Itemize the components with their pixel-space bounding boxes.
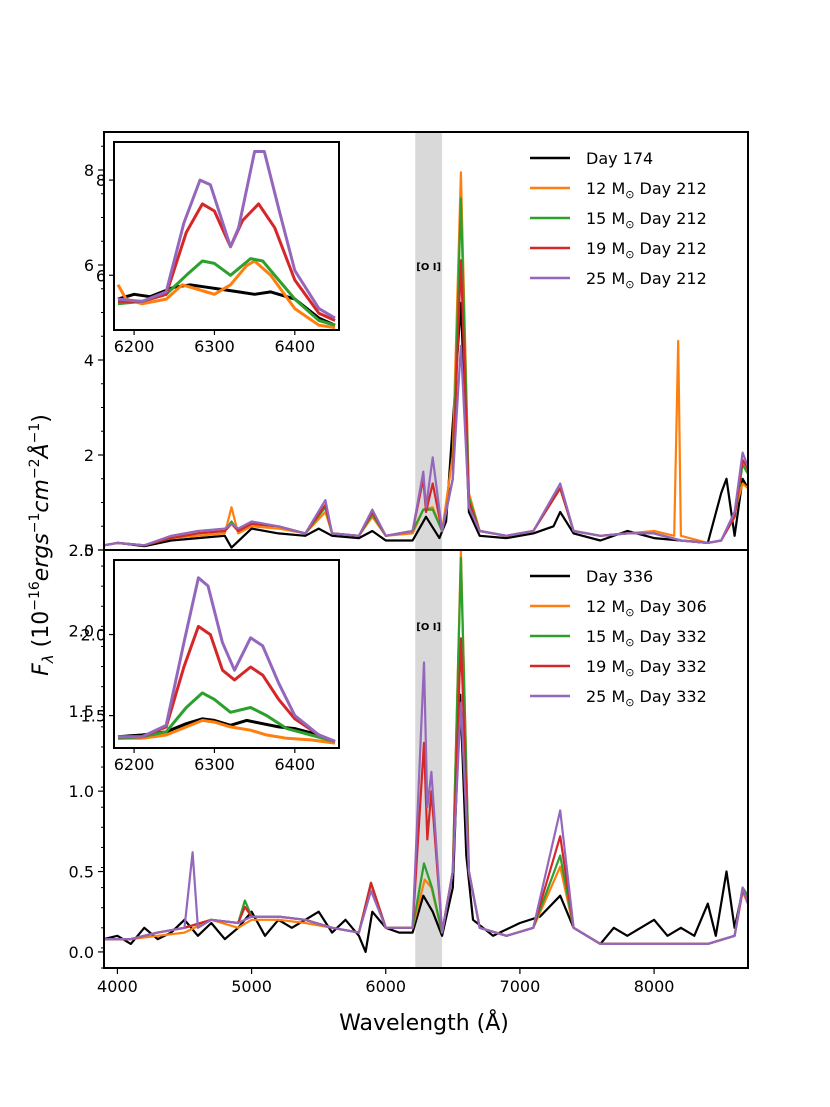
top-series-group — [103, 171, 750, 549]
y-axis-label-close: ) — [29, 414, 54, 423]
bottom-xtick-label-1: 5000 — [231, 977, 272, 996]
top-inset-xtick-label-2: 6400 — [274, 337, 315, 356]
bottom-xtick-label-4: 8000 — [634, 977, 675, 996]
top-ytick-label-3: 6 — [84, 256, 94, 275]
top-panel: [O I] 0 2 4 6 8 Day 174 12 M⊙ Day 212 15 M⊙ Da… — [84, 131, 750, 560]
bottom-ytick-label-1: 0.5 — [69, 863, 94, 882]
bottom-ytick-label-2: 1.0 — [69, 782, 94, 801]
y-axis-label-subscript: λ — [39, 654, 57, 664]
top-legend-label-4: 25 M⊙ Day 212 — [586, 269, 707, 291]
x-axis-label: Wavelength (Å) — [339, 1009, 509, 1036]
bottom-inset-series-1 — [118, 718, 336, 745]
bottom-ytick-label-3: 1.5 — [69, 702, 94, 721]
y-axis-label-mid2: cm — [29, 479, 54, 513]
top-inset-series-1 — [116, 259, 336, 330]
bottom-y-ticks: 0.0 0.5 1.0 1.5 2.0 2.5 — [69, 541, 104, 969]
top-ytick-label-2: 4 — [84, 351, 94, 370]
bottom-inset-xtick-label-0: 6200 — [114, 755, 155, 774]
bottom-x-ticks: 4000 5000 6000 7000 8000 — [97, 968, 674, 996]
bottom-inset-frame — [113, 559, 340, 749]
top-inset-ytick-label-0: 6 — [96, 266, 106, 285]
top-ytick-label-0: 0 — [84, 541, 94, 560]
bottom-legend-label-4: 25 M⊙ Day 332 — [586, 687, 707, 709]
bottom-xtick-label-2: 6000 — [365, 977, 406, 996]
top-legend: Day 174 12 M⊙ Day 212 15 M⊙ Day 212 19 M⊙ D… — [530, 149, 707, 291]
top-legend-label-1: 12 M⊙ Day 212 — [586, 179, 707, 201]
bottom-inset-series-2 — [117, 691, 336, 743]
top-ytick-label-4: 8 — [84, 161, 94, 180]
bottom-legend: Day 336 12 M⊙ Day 306 15 M⊙ Day 332 19 M⊙ D… — [530, 567, 707, 709]
top-inset: 6 8 6200 6300 6400 — [96, 141, 340, 356]
bottom-plot-frame — [103, 549, 749, 969]
bottom-series-4 — [104, 661, 750, 945]
y-axis-label-open: (10 — [29, 611, 54, 655]
bottom-ytick-label-5: 2.5 — [69, 541, 94, 560]
top-ytick-label-1: 2 — [84, 446, 94, 465]
bottom-ytick-label-0: 0.0 — [69, 943, 94, 962]
bottom-series-0 — [103, 693, 750, 953]
top-inset-ytick-label-1: 8 — [96, 171, 106, 190]
top-y-ticks: 0 2 4 6 8 — [84, 145, 104, 560]
top-series-4 — [103, 344, 750, 547]
top-inset-xtick-label-0: 6200 — [114, 337, 155, 356]
bottom-inset-series-4 — [118, 576, 336, 743]
bottom-xtick-label-3: 7000 — [500, 977, 541, 996]
bottom-inset-ytick-label-0: 1.5 — [81, 707, 106, 726]
bottom-inset: 1.5 2.0 6200 6300 6400 — [81, 559, 340, 774]
bottom-series-group — [103, 548, 750, 953]
bottom-ytick-label-4: 2.0 — [69, 621, 94, 640]
bottom-panel: [O I] 0.0 0.5 1.0 1.5 2.0 2.5 4000 5000 6000 700… — [69, 541, 750, 996]
y-axis-label-exp1: −16 — [27, 581, 43, 611]
bottom-legend-label-1: 12 M⊙ Day 306 — [586, 597, 707, 619]
top-inset-frame — [113, 141, 340, 331]
bottom-legend-label-2: 15 M⊙ Day 332 — [586, 627, 707, 649]
top-inset-series-group — [116, 150, 336, 330]
bottom-inset-xtick-label-2: 6400 — [274, 755, 315, 774]
bottom-inset-xtick-label-1: 6300 — [194, 755, 235, 774]
top-inset-series-4 — [117, 150, 336, 320]
y-axis-label-exp3: −2 — [27, 458, 43, 479]
y-axis-label-mid1: ergs — [29, 533, 54, 581]
bottom-xtick-label-0: 4000 — [97, 977, 138, 996]
y-axis-label-symbol: F — [29, 663, 54, 676]
bottom-inset-series-group — [117, 576, 336, 745]
y-axis-label-exp4: −1 — [27, 423, 43, 444]
top-legend-label-2: 15 M⊙ Day 212 — [586, 209, 707, 231]
y-axis-label-exp2: −1 — [27, 513, 43, 534]
y-axis-label-mid3: Å — [27, 443, 54, 460]
oi-band-label-top: [O I] — [416, 262, 441, 273]
top-legend-label-0: Day 174 — [586, 149, 653, 168]
bottom-inset-ytick-label-1: 2.0 — [81, 626, 106, 645]
bottom-legend-label-0: Day 336 — [586, 567, 653, 586]
top-inset-xtick-label-1: 6300 — [194, 337, 235, 356]
bottom-legend-label-3: 19 M⊙ Day 332 — [586, 657, 707, 679]
y-axis-label: Fλ (10−16ergs−1cm−2Å−1) — [27, 414, 57, 676]
top-legend-label-3: 19 M⊙ Day 212 — [586, 239, 707, 261]
oi-band-label-bottom: [O I] — [416, 622, 441, 633]
